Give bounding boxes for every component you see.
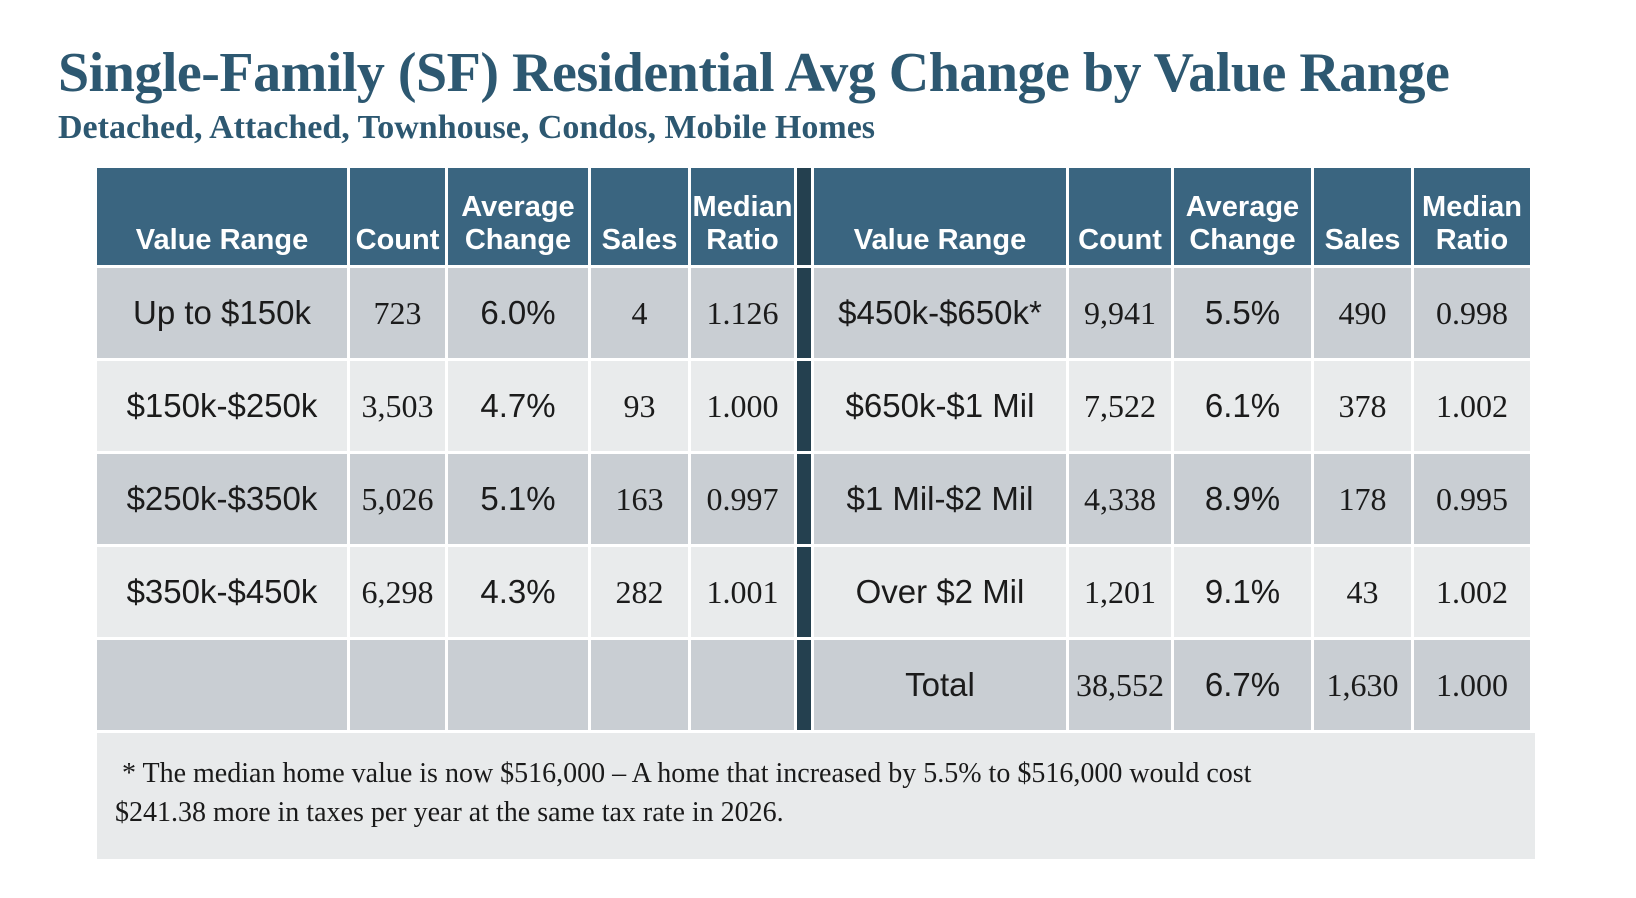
header-median-ratio-right: Median Ratio bbox=[1414, 168, 1530, 265]
table-divider bbox=[797, 640, 811, 730]
header-sales-left: Sales bbox=[591, 168, 688, 265]
table-cell: 6.7% bbox=[1174, 640, 1311, 730]
table-cell: 4,338 bbox=[1069, 454, 1171, 544]
slide-header: Single-Family (SF) Residential Avg Chang… bbox=[58, 44, 1618, 147]
table-cell: $150k-$250k bbox=[97, 361, 347, 451]
table-cell: 1.126 bbox=[691, 268, 794, 358]
header-count-left: Count bbox=[350, 168, 445, 265]
table-cell: 38,552 bbox=[1069, 640, 1171, 730]
table-cell: 5,026 bbox=[350, 454, 445, 544]
table-cell: 0.998 bbox=[1414, 268, 1530, 358]
table-cell: 1,201 bbox=[1069, 547, 1171, 637]
page-title: Single-Family (SF) Residential Avg Chang… bbox=[58, 42, 1450, 104]
table-cell: 378 bbox=[1314, 361, 1411, 451]
table-cell: 6.1% bbox=[1174, 361, 1311, 451]
table-cell bbox=[97, 640, 347, 730]
table-divider bbox=[797, 268, 811, 358]
table-cell: 6.0% bbox=[448, 268, 588, 358]
table-cell: Over $2 Mil bbox=[814, 547, 1066, 637]
table-cell bbox=[350, 640, 445, 730]
table-divider bbox=[797, 168, 811, 265]
header-value-range-right: Value Range bbox=[814, 168, 1066, 265]
table-cell: 7,522 bbox=[1069, 361, 1171, 451]
table-cell: 1.001 bbox=[691, 547, 794, 637]
table-cell: 490 bbox=[1314, 268, 1411, 358]
table-cell: 5.1% bbox=[448, 454, 588, 544]
table-cell: Up to $150k bbox=[97, 268, 347, 358]
header-count-right: Count bbox=[1069, 168, 1171, 265]
table-divider bbox=[797, 547, 811, 637]
table-cell: 9.1% bbox=[1174, 547, 1311, 637]
table-cell: 1.000 bbox=[691, 361, 794, 451]
table-cell bbox=[448, 640, 588, 730]
header-average-change-left: Average Change bbox=[448, 168, 588, 265]
table-cell: 1.000 bbox=[1414, 640, 1530, 730]
table-cell: $1 Mil-$2 Mil bbox=[814, 454, 1066, 544]
table-cell: 4 bbox=[591, 268, 688, 358]
table-divider bbox=[797, 361, 811, 451]
value-range-table: Value Range Count Average Change Sales M… bbox=[97, 168, 1530, 730]
header-average-change-right: Average Change bbox=[1174, 168, 1311, 265]
header-value-range-left: Value Range bbox=[97, 168, 347, 265]
table-cell: 0.995 bbox=[1414, 454, 1530, 544]
table-cell: 4.3% bbox=[448, 547, 588, 637]
table-cell: 3,503 bbox=[350, 361, 445, 451]
header-median-ratio-left: Median Ratio bbox=[691, 168, 794, 265]
table-cell: $250k-$350k bbox=[97, 454, 347, 544]
table-cell: 43 bbox=[1314, 547, 1411, 637]
table-cell: $350k-$450k bbox=[97, 547, 347, 637]
table-cell-total-label: Total bbox=[814, 640, 1066, 730]
footnote-line-1: * The median home value is now $516,000 … bbox=[122, 758, 1252, 789]
table-cell: 282 bbox=[591, 547, 688, 637]
table-cell: 723 bbox=[350, 268, 445, 358]
table-cell: 6,298 bbox=[350, 547, 445, 637]
footnote-panel: * The median home value is now $516,000 … bbox=[97, 733, 1535, 859]
table-cell bbox=[691, 640, 794, 730]
table-cell: 1.002 bbox=[1414, 547, 1530, 637]
table-cell: $650k-$1 Mil bbox=[814, 361, 1066, 451]
header-sales-right: Sales bbox=[1314, 168, 1411, 265]
table-cell: 5.5% bbox=[1174, 268, 1311, 358]
page-subtitle: Detached, Attached, Townhouse, Condos, M… bbox=[58, 108, 876, 146]
table-divider bbox=[797, 454, 811, 544]
table-cell: 1,630 bbox=[1314, 640, 1411, 730]
table-cell: $450k-$650k* bbox=[814, 268, 1066, 358]
table-cell: 9,941 bbox=[1069, 268, 1171, 358]
table-cell: 93 bbox=[591, 361, 688, 451]
table-cell: 1.002 bbox=[1414, 361, 1530, 451]
table-cell: 163 bbox=[591, 454, 688, 544]
table-cell: 4.7% bbox=[448, 361, 588, 451]
table-cell bbox=[591, 640, 688, 730]
table-cell: 0.997 bbox=[691, 454, 794, 544]
footnote-line-2: $241.38 more in taxes per year at the sa… bbox=[115, 796, 784, 828]
table-cell: 178 bbox=[1314, 454, 1411, 544]
table-cell: 8.9% bbox=[1174, 454, 1311, 544]
